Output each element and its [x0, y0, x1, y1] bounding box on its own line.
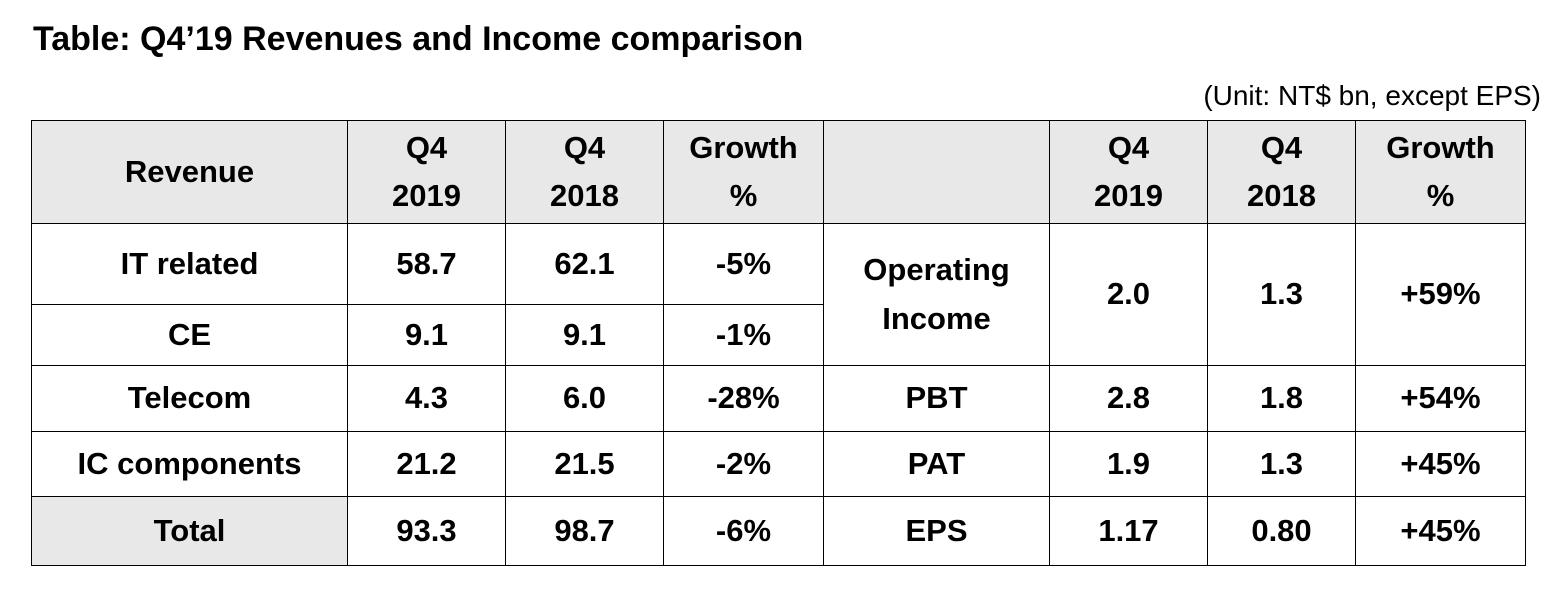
- header-income-q4-2019: Q4 2019: [1049, 120, 1208, 224]
- income-label: PBT: [823, 365, 1050, 432]
- revenue-q4-2018: 21.5: [505, 431, 664, 497]
- revenue-q4-2019: 4.3: [347, 365, 506, 432]
- table-row: IT related 58.7 62.1 -5% Operating Income…: [31, 223, 1526, 366]
- header-q4-2019: Q4 2019: [347, 120, 506, 224]
- income-q4-2018: 1.8: [1207, 365, 1356, 432]
- header-growth: Growth%: [663, 120, 824, 224]
- revenue-q4-2019: 21.2: [347, 431, 506, 497]
- income-q4-2019: 2.0: [1049, 223, 1208, 366]
- revenue-label: Total: [31, 496, 348, 566]
- income-q4-2018: 1.3: [1207, 223, 1356, 366]
- revenue-q4-2019: 93.3: [347, 496, 506, 566]
- revenue-label: Telecom: [31, 365, 348, 432]
- table-title: Table: Q4’19 Revenues and Income compari…: [33, 20, 804, 58]
- income-q4-2019: 2.8: [1049, 365, 1208, 432]
- revenue-growth: -6%: [663, 496, 824, 566]
- header-revenue: Revenue: [31, 120, 348, 224]
- revenue-growth: -2%: [663, 431, 824, 497]
- header-row: Revenue Q4 2019 Q4 2018 Growth% Q4 2019 Q4 2…: [31, 120, 1526, 224]
- income-growth: +54%: [1355, 365, 1526, 432]
- header-income-q4-2018: Q4 2018: [1207, 120, 1356, 224]
- revenue-q4-2019: 58.7: [347, 223, 506, 305]
- header-income-blank: [823, 120, 1050, 224]
- comparison-table: Revenue Q4 2019 Q4 2018 Growth% Q4 2019 Q4 2…: [31, 120, 1526, 566]
- income-label: PAT: [823, 431, 1050, 497]
- revenue-label: IC components: [31, 431, 348, 497]
- revenue-q4-2018: 62.1: [505, 223, 664, 305]
- revenue-growth: -1%: [663, 304, 824, 366]
- income-label: Operating Income: [823, 223, 1050, 366]
- total-row: Total 93.3 98.7 -6% EPS 1.17 0.80 +45%: [31, 496, 1526, 566]
- income-q4-2019: 1.9: [1049, 431, 1208, 497]
- income-growth: +59%: [1355, 223, 1526, 366]
- header-income-growth: Growth%: [1355, 120, 1526, 224]
- income-label: EPS: [823, 496, 1050, 566]
- revenue-q4-2019: 9.1: [347, 304, 506, 366]
- table-row: Telecom 4.3 6.0 -28% PBT 2.8 1.8 +54%: [31, 365, 1526, 432]
- revenue-label: CE: [31, 304, 348, 366]
- income-q4-2018: 0.80: [1207, 496, 1356, 566]
- table-row: IC components 21.2 21.5 -2% PAT 1.9 1.3 …: [31, 431, 1526, 497]
- unit-note: (Unit: NT$ bn, except EPS): [1203, 80, 1541, 111]
- income-growth: +45%: [1355, 496, 1526, 566]
- income-q4-2019: 1.17: [1049, 496, 1208, 566]
- revenue-growth: -28%: [663, 365, 824, 432]
- header-q4-2018: Q4 2018: [505, 120, 664, 224]
- revenue-q4-2018: 6.0: [505, 365, 664, 432]
- revenue-label: IT related: [31, 223, 348, 305]
- income-growth: +45%: [1355, 431, 1526, 497]
- revenue-q4-2018: 9.1: [505, 304, 664, 366]
- income-q4-2018: 1.3: [1207, 431, 1356, 497]
- revenue-q4-2018: 98.7: [505, 496, 664, 566]
- revenue-growth: -5%: [663, 223, 824, 305]
